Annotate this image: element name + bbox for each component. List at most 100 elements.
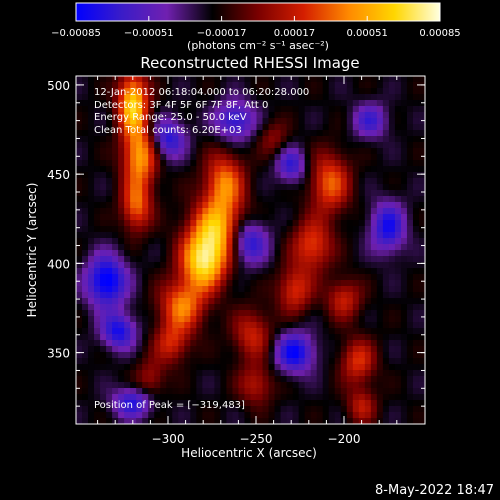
- heatmap-cell: [412, 310, 420, 317]
- heatmap-cell: [358, 418, 366, 424]
- heatmap-cell: [166, 400, 173, 407]
- heatmap-cell: [214, 412, 222, 419]
- heatmap-cell: [346, 238, 354, 245]
- heatmap-cell: [100, 358, 107, 365]
- heatmap-cell: [406, 184, 414, 191]
- heatmap-cell: [202, 76, 209, 83]
- heatmap-cell: [256, 394, 264, 401]
- heatmap-cell: [244, 226, 252, 233]
- heatmap-cell: [262, 406, 270, 413]
- heatmap-cell: [358, 394, 366, 401]
- heatmap-cell: [100, 220, 107, 227]
- heatmap-cell: [238, 364, 246, 371]
- heatmap-cell: [388, 130, 396, 137]
- heatmap-cell: [82, 412, 89, 419]
- heatmap-cell: [148, 82, 155, 89]
- heatmap-cell: [394, 106, 402, 113]
- heatmap-cell: [370, 118, 378, 125]
- heatmap-cell: [160, 382, 167, 389]
- heatmap-cell: [244, 136, 252, 143]
- heatmap-cell: [298, 214, 306, 221]
- heatmap-cell: [136, 76, 143, 83]
- heatmap-cell: [298, 358, 306, 365]
- heatmap-cell: [238, 388, 246, 395]
- heatmap-cell: [370, 328, 378, 335]
- heatmap-cell: [196, 220, 203, 227]
- heatmap-cell: [196, 184, 203, 191]
- heatmap-cell: [340, 382, 348, 389]
- heatmap-cell: [352, 394, 360, 401]
- heatmap-cell: [184, 232, 191, 239]
- heatmap-cell: [256, 160, 264, 167]
- heatmap-cell: [142, 298, 149, 305]
- heatmap-cell: [178, 166, 185, 173]
- heatmap-cell: [400, 172, 408, 179]
- heatmap-cell: [322, 118, 330, 125]
- heatmap-cell: [256, 232, 264, 239]
- heatmap-cell: [184, 280, 191, 287]
- heatmap-cell: [94, 358, 101, 365]
- heatmap-cell: [268, 94, 276, 101]
- heatmap-cell: [364, 172, 372, 179]
- heatmap-cell: [220, 160, 228, 167]
- heatmap-cell: [118, 412, 125, 419]
- heatmap-cell: [118, 190, 125, 197]
- heatmap-cell: [340, 106, 348, 113]
- heatmap-cell: [364, 148, 372, 155]
- heatmap-cell: [196, 316, 203, 323]
- heatmap-cell: [142, 418, 149, 424]
- heatmap-cell: [352, 286, 360, 293]
- heatmap-cell: [262, 412, 270, 419]
- heatmap-cell: [388, 226, 396, 233]
- heatmap-cell: [112, 256, 119, 263]
- heatmap-cell: [310, 334, 318, 341]
- heatmap-cell: [328, 400, 336, 407]
- heatmap-cell: [334, 412, 342, 419]
- heatmap-cell: [256, 382, 264, 389]
- heatmap-cell: [232, 178, 240, 185]
- heatmap-cell: [244, 358, 252, 365]
- heatmap-cell: [76, 202, 83, 209]
- heatmap-cell: [328, 124, 336, 131]
- heatmap-cell: [82, 358, 89, 365]
- heatmap-cell: [388, 178, 396, 185]
- heatmap-cell: [88, 382, 95, 389]
- heatmap-cell: [268, 118, 276, 125]
- heatmap-cell: [310, 250, 318, 257]
- heatmap-cell: [124, 172, 131, 179]
- heatmap-cell: [382, 244, 390, 251]
- heatmap-cell: [334, 214, 342, 221]
- heatmap-cell: [316, 412, 324, 419]
- heatmap-cell: [190, 142, 197, 149]
- heatmap-cell: [136, 364, 143, 371]
- heatmap-cell: [334, 352, 342, 359]
- heatmap-cell: [322, 346, 330, 353]
- heatmap-cell: [346, 112, 354, 119]
- heatmap-cell: [268, 358, 276, 365]
- heatmap-cell: [94, 298, 101, 305]
- heatmap-cell: [256, 94, 264, 101]
- heatmap-cell: [394, 136, 402, 143]
- heatmap-cell: [202, 328, 209, 335]
- heatmap-cell: [124, 412, 131, 419]
- heatmap-cell: [412, 274, 420, 281]
- heatmap-cell: [250, 136, 258, 143]
- heatmap-cell: [82, 160, 89, 167]
- heatmap-cell: [220, 130, 228, 137]
- heatmap-cell: [214, 268, 222, 275]
- heatmap-cell: [340, 304, 348, 311]
- heatmap-cell: [292, 208, 300, 215]
- heatmap-cell: [178, 226, 185, 233]
- heatmap-cell: [244, 178, 252, 185]
- heatmap-cell: [262, 178, 270, 185]
- heatmap-cell: [388, 112, 396, 119]
- heatmap-cell: [154, 292, 161, 299]
- heatmap-cell: [136, 322, 143, 329]
- heatmap-cell: [160, 262, 167, 269]
- heatmap-cell: [190, 418, 197, 424]
- heatmap-cell: [394, 238, 402, 245]
- heatmap-cell: [400, 106, 408, 113]
- heatmap-cell: [268, 208, 276, 215]
- heatmap-cell: [268, 400, 276, 407]
- heatmap-cell: [160, 160, 167, 167]
